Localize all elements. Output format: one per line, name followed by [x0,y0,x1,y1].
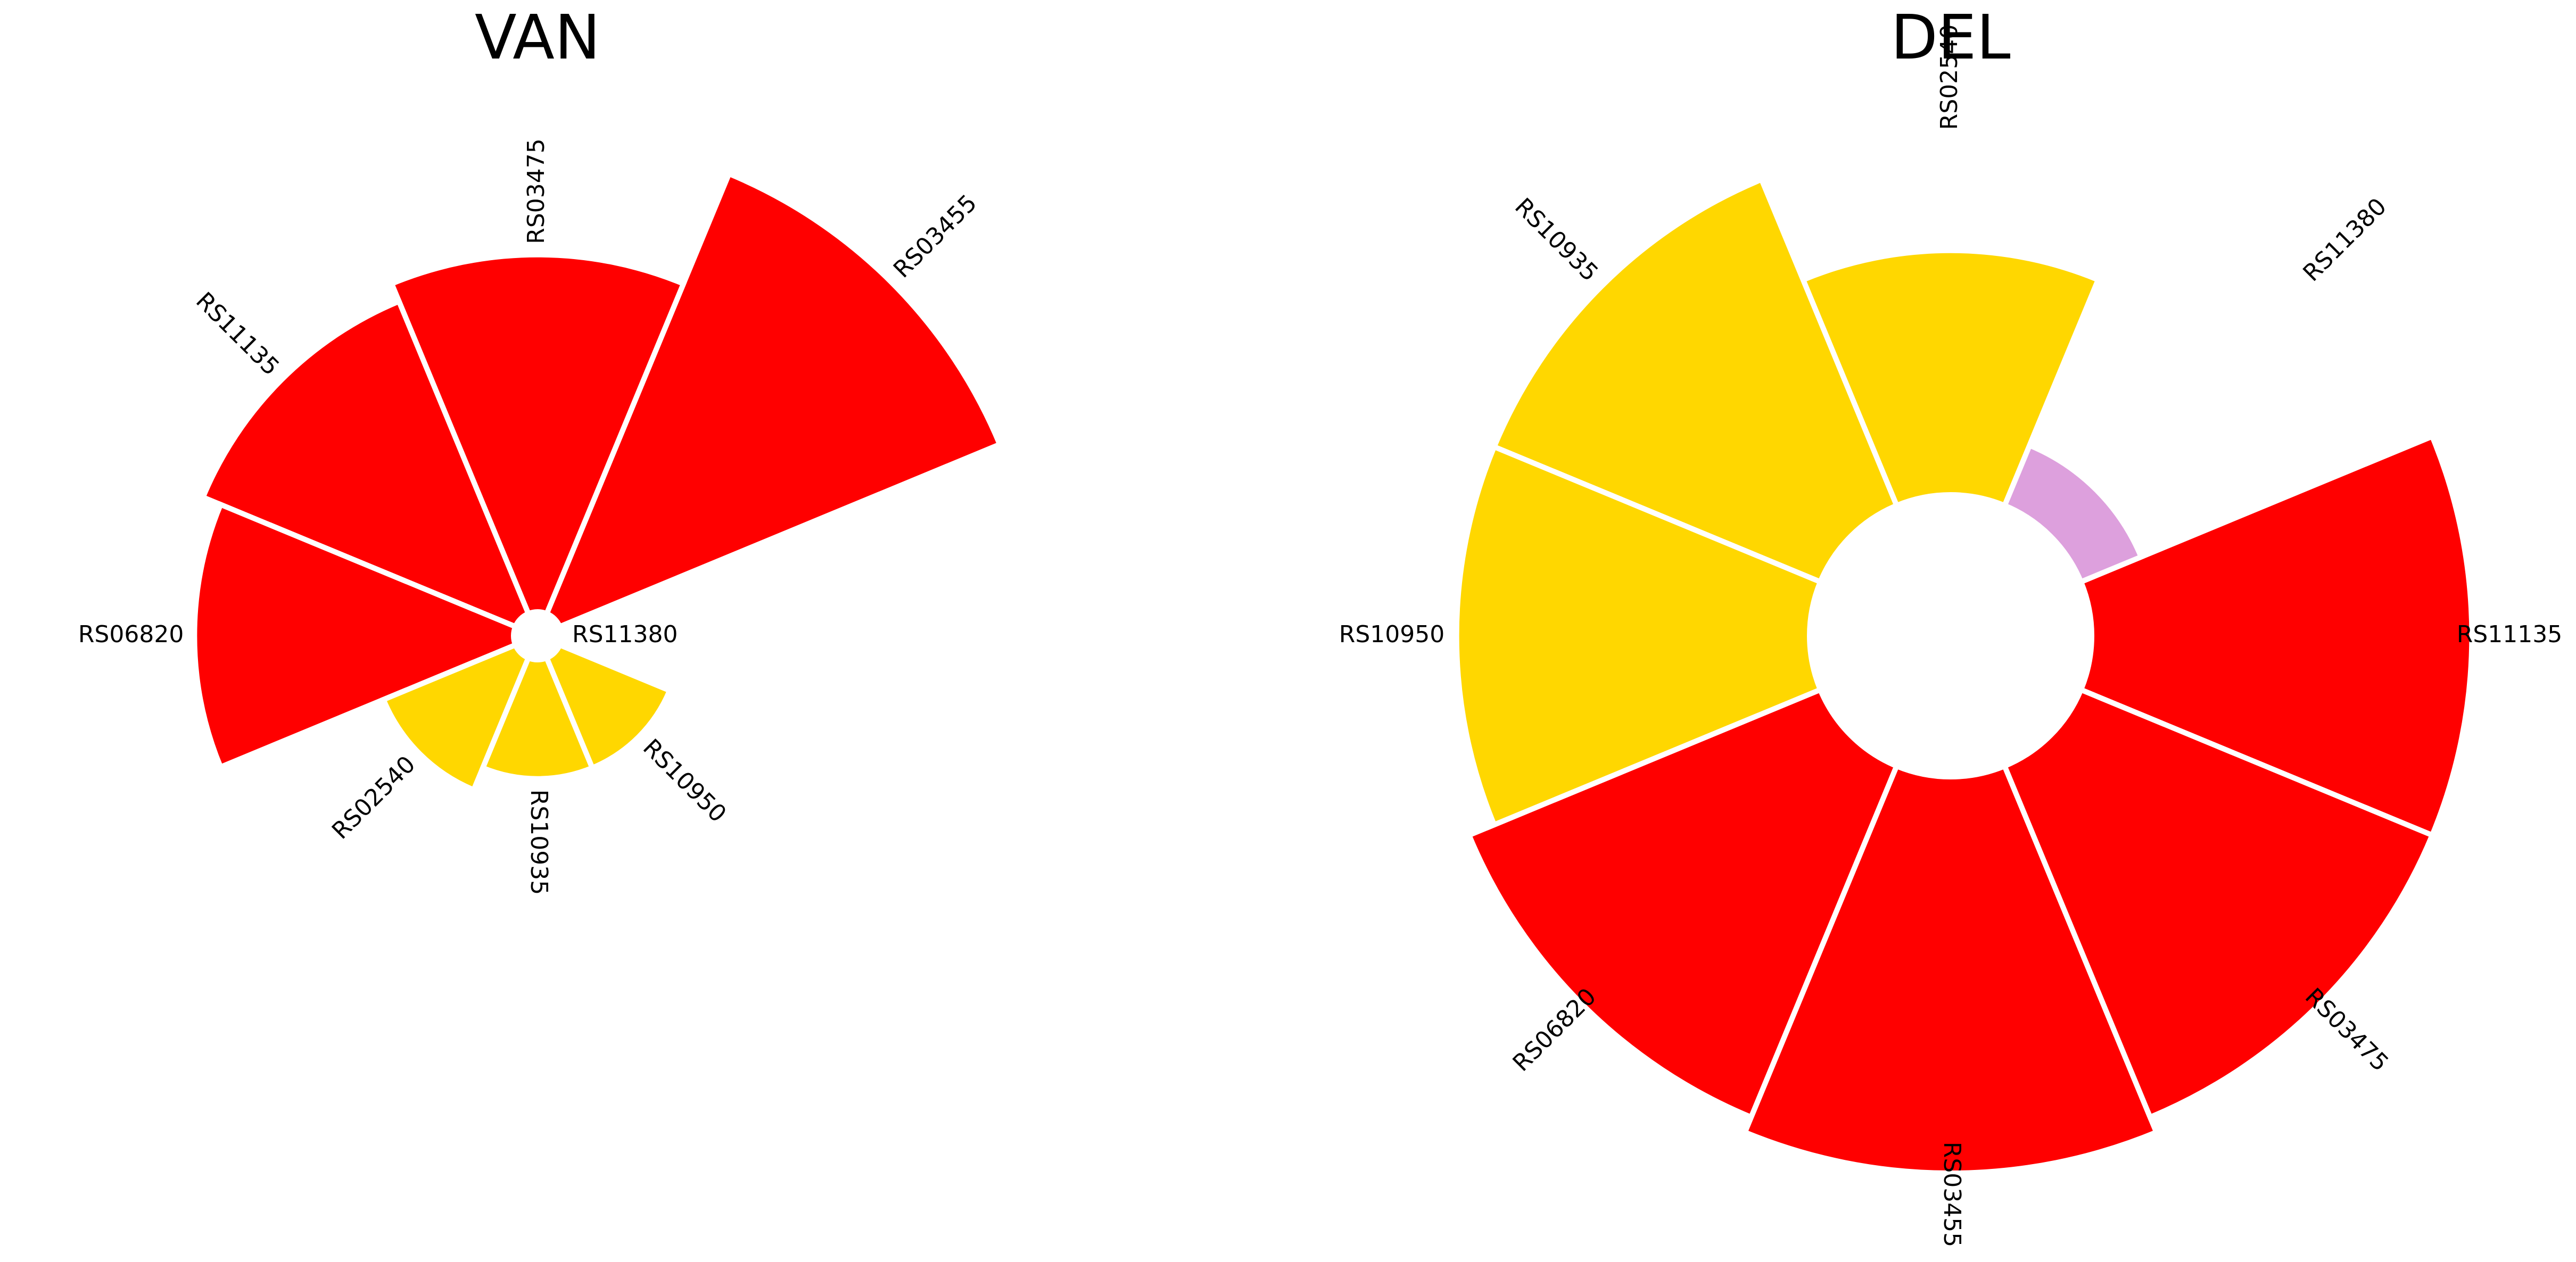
category-label-van-rs10950: RS10950 [638,734,731,827]
category-label-del-rs03475: RS03475 [2300,983,2393,1076]
polar-chart-van: VAN RS11380 RS03455 RS03475 RS11135 RS06820 R… [78,2,1003,895]
category-label-del-rs02540: RS02540 [1936,24,1963,130]
bar-van-rs11135 [199,297,532,630]
bar-del-rs11135 [2077,433,2475,839]
bar-van-rs10950 [543,641,673,771]
polar-chart-del: DEL RS11135 RS11380 RS02540 RS10935 RS10950 R… [1339,2,2562,1247]
bar-del-rs10950 [1454,443,1824,828]
category-label-van-rs06820: RS06820 [78,621,184,648]
category-label-del-rs10950: RS10950 [1339,621,1444,648]
bar-del-rs03455 [1741,762,2160,1176]
category-label-del-rs10935: RS10935 [1509,193,1603,287]
category-label-del-rs11380: RS11380 [2298,193,2391,287]
chart-title-del: DEL [1890,2,2010,73]
category-label-van-rs03475: RS03475 [523,138,550,244]
bar-del-rs02540 [1799,247,2102,509]
bar-del-rs06820 [1465,686,1901,1121]
bar-van-rs10935 [479,654,596,782]
category-label-del-rs11135: RS11135 [2457,621,2562,648]
bar-van-rs02540 [379,641,532,794]
bar-del-rs11380 [2001,442,2145,586]
bar-van-rs06820 [192,501,519,771]
bar-van-rs03455 [543,170,1003,630]
chart-title-van: VAN [475,2,600,73]
bar-del-rs10935 [1490,176,1901,586]
bar-van-rs03475 [388,252,687,617]
category-label-van-rs10935: RS10935 [525,790,552,895]
category-label-van-rs11135: RS11135 [191,287,284,381]
category-label-del-rs03455: RS03455 [1938,1142,1966,1247]
bar-del-rs03475 [2001,686,2436,1121]
category-label-van-rs11380: RS11380 [572,621,678,648]
category-label-van-rs03455: RS03455 [888,189,982,283]
category-label-del-rs06820: RS06820 [1508,983,1601,1076]
category-label-van-rs02540: RS02540 [327,751,420,844]
